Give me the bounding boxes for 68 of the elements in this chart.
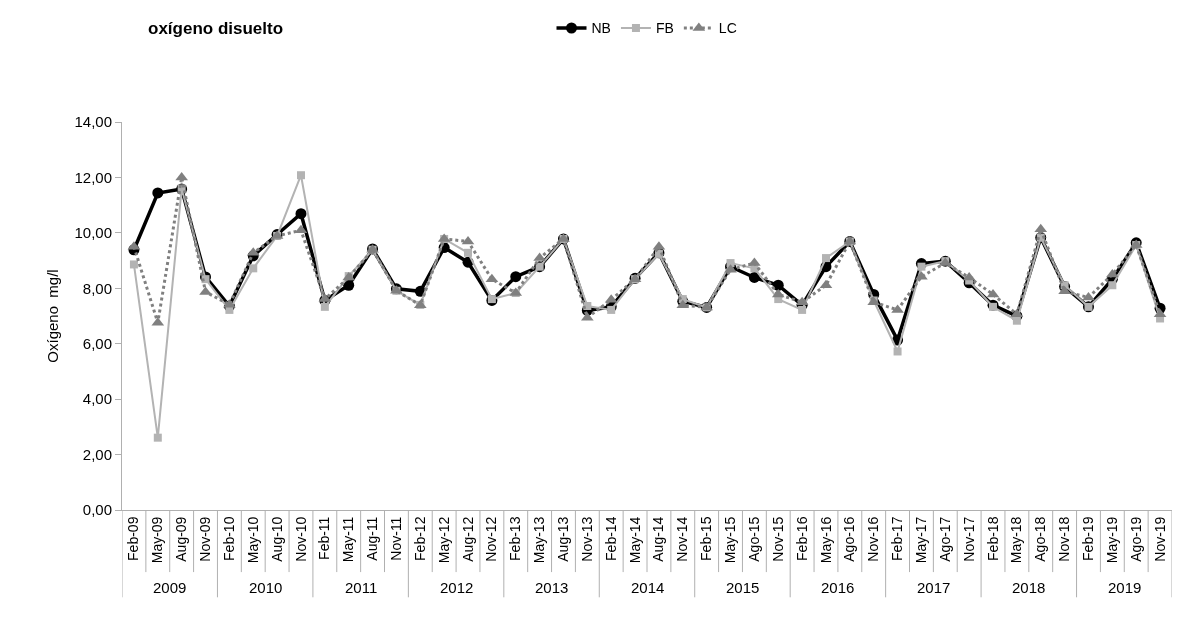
x-tick-label: Nov-17	[960, 516, 977, 562]
x-tick-label: Feb-13	[507, 516, 524, 561]
y-tick-label: 4,00	[82, 390, 112, 408]
x-tick-label: Feb-15	[698, 516, 715, 561]
legend-label: FB	[655, 20, 674, 37]
text: 2017	[917, 579, 951, 596]
legend-label: NB	[591, 20, 611, 37]
text: 2018	[1012, 579, 1046, 596]
text: 2016	[821, 579, 855, 596]
x-tick-label: Nov-12	[483, 516, 500, 562]
chart-title: oxígeno disuelto	[148, 18, 284, 38]
text: 2015	[726, 579, 760, 596]
y-tick-label: 12,00	[74, 168, 112, 186]
x-tick-label: Aug-09	[173, 516, 190, 562]
text: 2019	[1108, 579, 1142, 596]
y-tick-label: 14,00	[74, 113, 112, 131]
x-tick-label: Nov-18	[1056, 516, 1073, 562]
x-tick-label: May-10	[244, 516, 261, 564]
x-tick-label: May-16	[817, 516, 834, 564]
text: 2010	[249, 579, 283, 596]
x-tick-label: May-14	[626, 516, 643, 564]
y-tick-label: 6,00	[82, 334, 112, 352]
x-tick-label: Feb-10	[220, 516, 237, 561]
x-tick-label: Nov-11	[387, 516, 404, 561]
x-tick-label: Nov-19	[1151, 516, 1168, 562]
x-tick-label: May-17	[912, 516, 929, 564]
x-tick-label: Nov-15	[769, 516, 786, 562]
y-tick-label: 2,00	[82, 445, 112, 463]
x-tick-label: Feb-16	[793, 516, 810, 561]
x-tick-label: Nov-13	[578, 516, 595, 562]
x-tick-label: Feb-11	[316, 516, 333, 560]
text: 2014	[631, 579, 665, 596]
x-tick-label: Aug-13	[555, 516, 572, 562]
text: 2011	[345, 579, 378, 596]
x-tick-label: May-15	[722, 516, 739, 564]
x-tick-label: May-19	[1103, 516, 1120, 564]
x-tick-label: Feb-19	[1080, 516, 1097, 561]
x-tick-label: Aug-10	[268, 516, 285, 562]
x-tick-label: Nov-14	[674, 516, 691, 562]
x-tick-label: Nov-09	[197, 516, 214, 562]
x-tick-label: May-11	[340, 516, 357, 563]
x-tick-label: Feb-12	[411, 516, 428, 561]
x-tick-label: Aug-14	[650, 516, 667, 562]
x-tick-label: May-12	[435, 516, 452, 564]
x-tick-label: Ago-19	[1127, 516, 1144, 562]
x-tick-label: Feb-09	[125, 516, 142, 561]
x-tick-label: Feb-14	[602, 516, 619, 561]
text: 2013	[535, 579, 569, 596]
legend-label: LC	[718, 20, 737, 37]
x-tick-label: Feb-18	[984, 516, 1001, 561]
x-tick-label: May-18	[1008, 516, 1025, 564]
x-tick-label: Nov-10	[292, 516, 309, 562]
x-tick-label: May-09	[149, 516, 166, 564]
x-tick-label: May-13	[531, 516, 548, 564]
x-tick-label: Aug-12	[459, 516, 476, 562]
y-tick-label: 0,00	[82, 501, 112, 519]
x-tick-label: Aug-11	[364, 516, 381, 561]
text: 2012	[440, 579, 474, 596]
y-axis-title: Oxígeno mg/l	[43, 269, 61, 363]
x-tick-label: Ago-18	[1032, 516, 1049, 562]
x-tick-label: Ago-16	[841, 516, 858, 562]
text: 2009	[153, 579, 187, 596]
y-tick-label: 10,00	[74, 224, 112, 242]
x-tick-label: Ago-17	[936, 516, 953, 562]
y-tick-label: 8,00	[82, 279, 112, 297]
x-tick-label: Ago-15	[745, 516, 762, 562]
x-tick-label: Feb-17	[889, 516, 906, 561]
x-tick-label: Nov-16	[865, 516, 882, 562]
